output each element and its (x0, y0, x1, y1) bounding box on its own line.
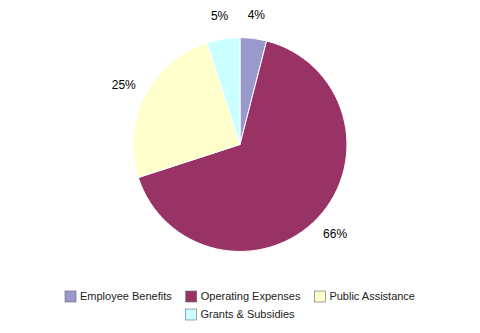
legend: Employee Benefits Operating Expenses Publi… (65, 290, 415, 320)
legend-label: Employee Benefits (80, 290, 172, 302)
data-label: 5% (211, 9, 229, 23)
slices (133, 38, 347, 252)
data-labels: 4% 66% 25% 5% (112, 8, 348, 241)
legend-swatch (65, 291, 76, 302)
data-label: 4% (248, 8, 266, 22)
legend-item: Employee Benefits (65, 290, 172, 302)
legend-item: Public Assistance (314, 290, 415, 302)
legend-label: Operating Expenses (201, 290, 301, 302)
legend-swatch (314, 291, 325, 302)
legend-item: Operating Expenses (186, 290, 301, 302)
legend-label: Grants & Subsidies (200, 308, 295, 320)
legend-item: Grants & Subsidies (185, 308, 295, 320)
data-label: 66% (323, 227, 347, 241)
slice (207, 38, 240, 145)
legend-swatch (186, 291, 197, 302)
chart: Employee Benefits Operating Expenses Publi… (0, 0, 480, 333)
legend-swatch (185, 309, 196, 320)
legend-label: Public Assistance (329, 290, 415, 302)
pie: 4% 66% 25% 5% (112, 8, 348, 251)
data-label: 25% (112, 78, 136, 92)
